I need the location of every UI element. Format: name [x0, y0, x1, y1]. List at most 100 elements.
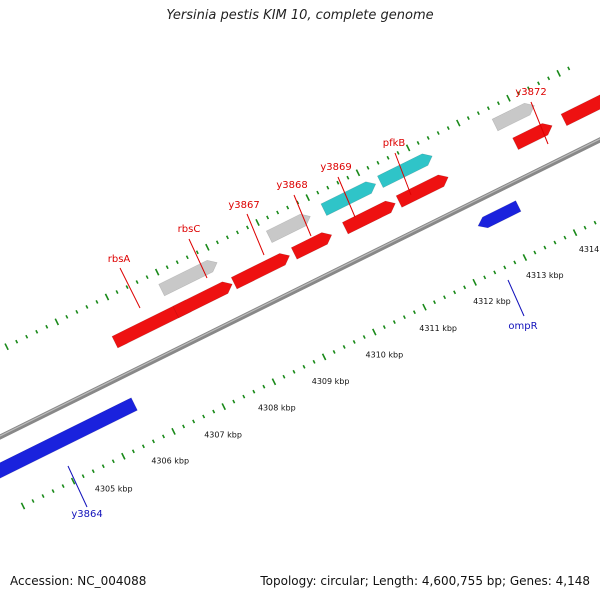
outer-tick-mark: [486, 106, 490, 111]
kbp-label: 4308 kbp: [258, 404, 296, 413]
inner-tick-mark: [422, 303, 427, 311]
outer-tick-mark: [326, 185, 330, 190]
inner-tick-mark: [312, 359, 316, 364]
inner-tick-mark: [352, 340, 356, 344]
inner-tick-mark: [572, 229, 578, 237]
outer-tick-mark: [266, 215, 270, 220]
outer-tick-mark: [115, 290, 119, 294]
inner-tick-mark: [262, 384, 266, 389]
gene-feature-unlabeled[interactable]: [341, 200, 396, 235]
gene-feature-y3867[interactable]: [230, 253, 291, 290]
inner-tick-mark: [372, 328, 377, 336]
gene-feature-unlabeled[interactable]: [395, 174, 449, 208]
gene-feature-bevel: [157, 253, 215, 285]
inner-tick-mark: [20, 502, 26, 510]
inner-tick-mark: [522, 253, 528, 261]
outer-tick-mark: [195, 250, 199, 255]
leader-line-y3868: [293, 194, 312, 237]
outer-tick-mark: [396, 150, 400, 155]
outer-tick-mark: [145, 275, 149, 280]
inner-tick-mark: [292, 369, 296, 374]
accession-text: Accession: NC_004088: [10, 574, 147, 588]
gene-feature-y3864[interactable]: [0, 397, 138, 480]
inner-tick-mark: [543, 245, 547, 250]
gene-label-rbsA[interactable]: rbsA: [108, 254, 131, 265]
inner-tick-mark: [342, 345, 346, 349]
inner-tick-mark: [252, 389, 256, 394]
gene-label-y3867[interactable]: y3867: [228, 200, 259, 211]
gene-feature-bevel: [473, 197, 516, 221]
outer-tick-mark: [416, 141, 420, 145]
inner-tick-mark: [553, 240, 557, 245]
gene-feature-bevel: [375, 147, 430, 176]
inner-tick-mark: [212, 409, 216, 414]
gene-feature-bevel: [340, 194, 393, 223]
backbone-highlight: [0, 138, 600, 437]
gene-feature-unlabeled[interactable]: [290, 232, 333, 260]
gene-feature-bevel: [0, 394, 132, 463]
map-title: Yersinia pestis KIM 10, complete genome: [166, 8, 434, 23]
kbp-label: 4311 kbp: [419, 324, 457, 333]
outer-tick-mark: [25, 334, 29, 339]
gene-feature-unlabeled[interactable]: [560, 94, 600, 127]
outer-tick-mark: [154, 268, 160, 276]
outer-tick-mark: [246, 225, 250, 230]
gene-feature-bevel: [490, 96, 532, 120]
inner-tick-mark: [513, 260, 517, 265]
gene-feature-unlabeled[interactable]: [172, 281, 233, 319]
kbp-label: 4307 kbp: [204, 430, 242, 439]
outer-tick-mark: [476, 111, 480, 116]
gene-label-pfkB[interactable]: pfkB: [383, 138, 406, 149]
gene-feature-y3872[interactable]: [491, 102, 535, 132]
inner-tick-mark: [91, 469, 95, 474]
outer-tick-mark: [4, 343, 9, 351]
kbp-label: 4313 kbp: [526, 271, 564, 280]
gene-label-y3864[interactable]: y3864: [71, 509, 102, 520]
outer-tick-mark: [75, 309, 79, 314]
kbp-label: 4305 kbp: [95, 484, 133, 493]
outer-tick-mark: [45, 324, 49, 329]
leader-line-y3872: [530, 101, 549, 145]
outer-tick-mark: [547, 76, 551, 81]
gene-feature-y3868[interactable]: [265, 213, 311, 244]
gene-feature-y3869[interactable]: [320, 181, 377, 216]
inner-tick-mark: [412, 310, 416, 315]
gene-label-ompR[interactable]: ompR: [508, 321, 537, 332]
outer-tick-mark: [366, 165, 370, 170]
backbone-line: [0, 137, 600, 440]
gene-label-rbsC[interactable]: rbsC: [178, 224, 201, 235]
leader-line-rbsA: [119, 267, 141, 309]
outer-tick-mark: [185, 255, 189, 260]
outer-tick-mark: [426, 136, 430, 140]
inner-tick-mark: [472, 278, 477, 286]
gene-label-y3869[interactable]: y3869: [320, 162, 351, 173]
gene-label-y3872[interactable]: y3872: [515, 87, 546, 98]
outer-tick-mark: [215, 240, 219, 245]
outer-tick-mark: [15, 339, 19, 344]
inner-tick-mark: [61, 484, 65, 489]
outer-tick-mark: [135, 280, 139, 285]
inner-tick-mark: [221, 403, 227, 411]
outer-tick-mark: [346, 175, 350, 180]
inner-tick-mark: [271, 378, 277, 386]
inner-tick-mark: [533, 250, 537, 255]
inner-tick-mark: [232, 399, 236, 404]
kbp-label: 4310 kbp: [366, 350, 404, 359]
gene-label-y3868[interactable]: y3868: [276, 180, 307, 191]
leader-line-ompR: [507, 279, 525, 317]
gene-feature-bevel: [559, 90, 600, 115]
outer-tick-mark: [537, 81, 541, 86]
outer-tick-mark: [436, 131, 440, 135]
topology-text: Topology: circular; Length: 4,600,755 bp…: [260, 574, 590, 588]
inner-tick-mark: [192, 419, 196, 424]
outer-tick-mark: [255, 218, 260, 226]
outer-tick-mark: [305, 194, 311, 202]
outer-tick-mark: [205, 243, 210, 251]
inner-tick-mark: [101, 464, 105, 469]
inner-tick-mark: [493, 270, 497, 275]
gene-feature-ompR[interactable]: [477, 200, 522, 229]
gene-feature-pfkB[interactable]: [376, 153, 433, 189]
outer-tick-mark: [276, 210, 280, 215]
outer-tick-mark: [95, 300, 99, 304]
